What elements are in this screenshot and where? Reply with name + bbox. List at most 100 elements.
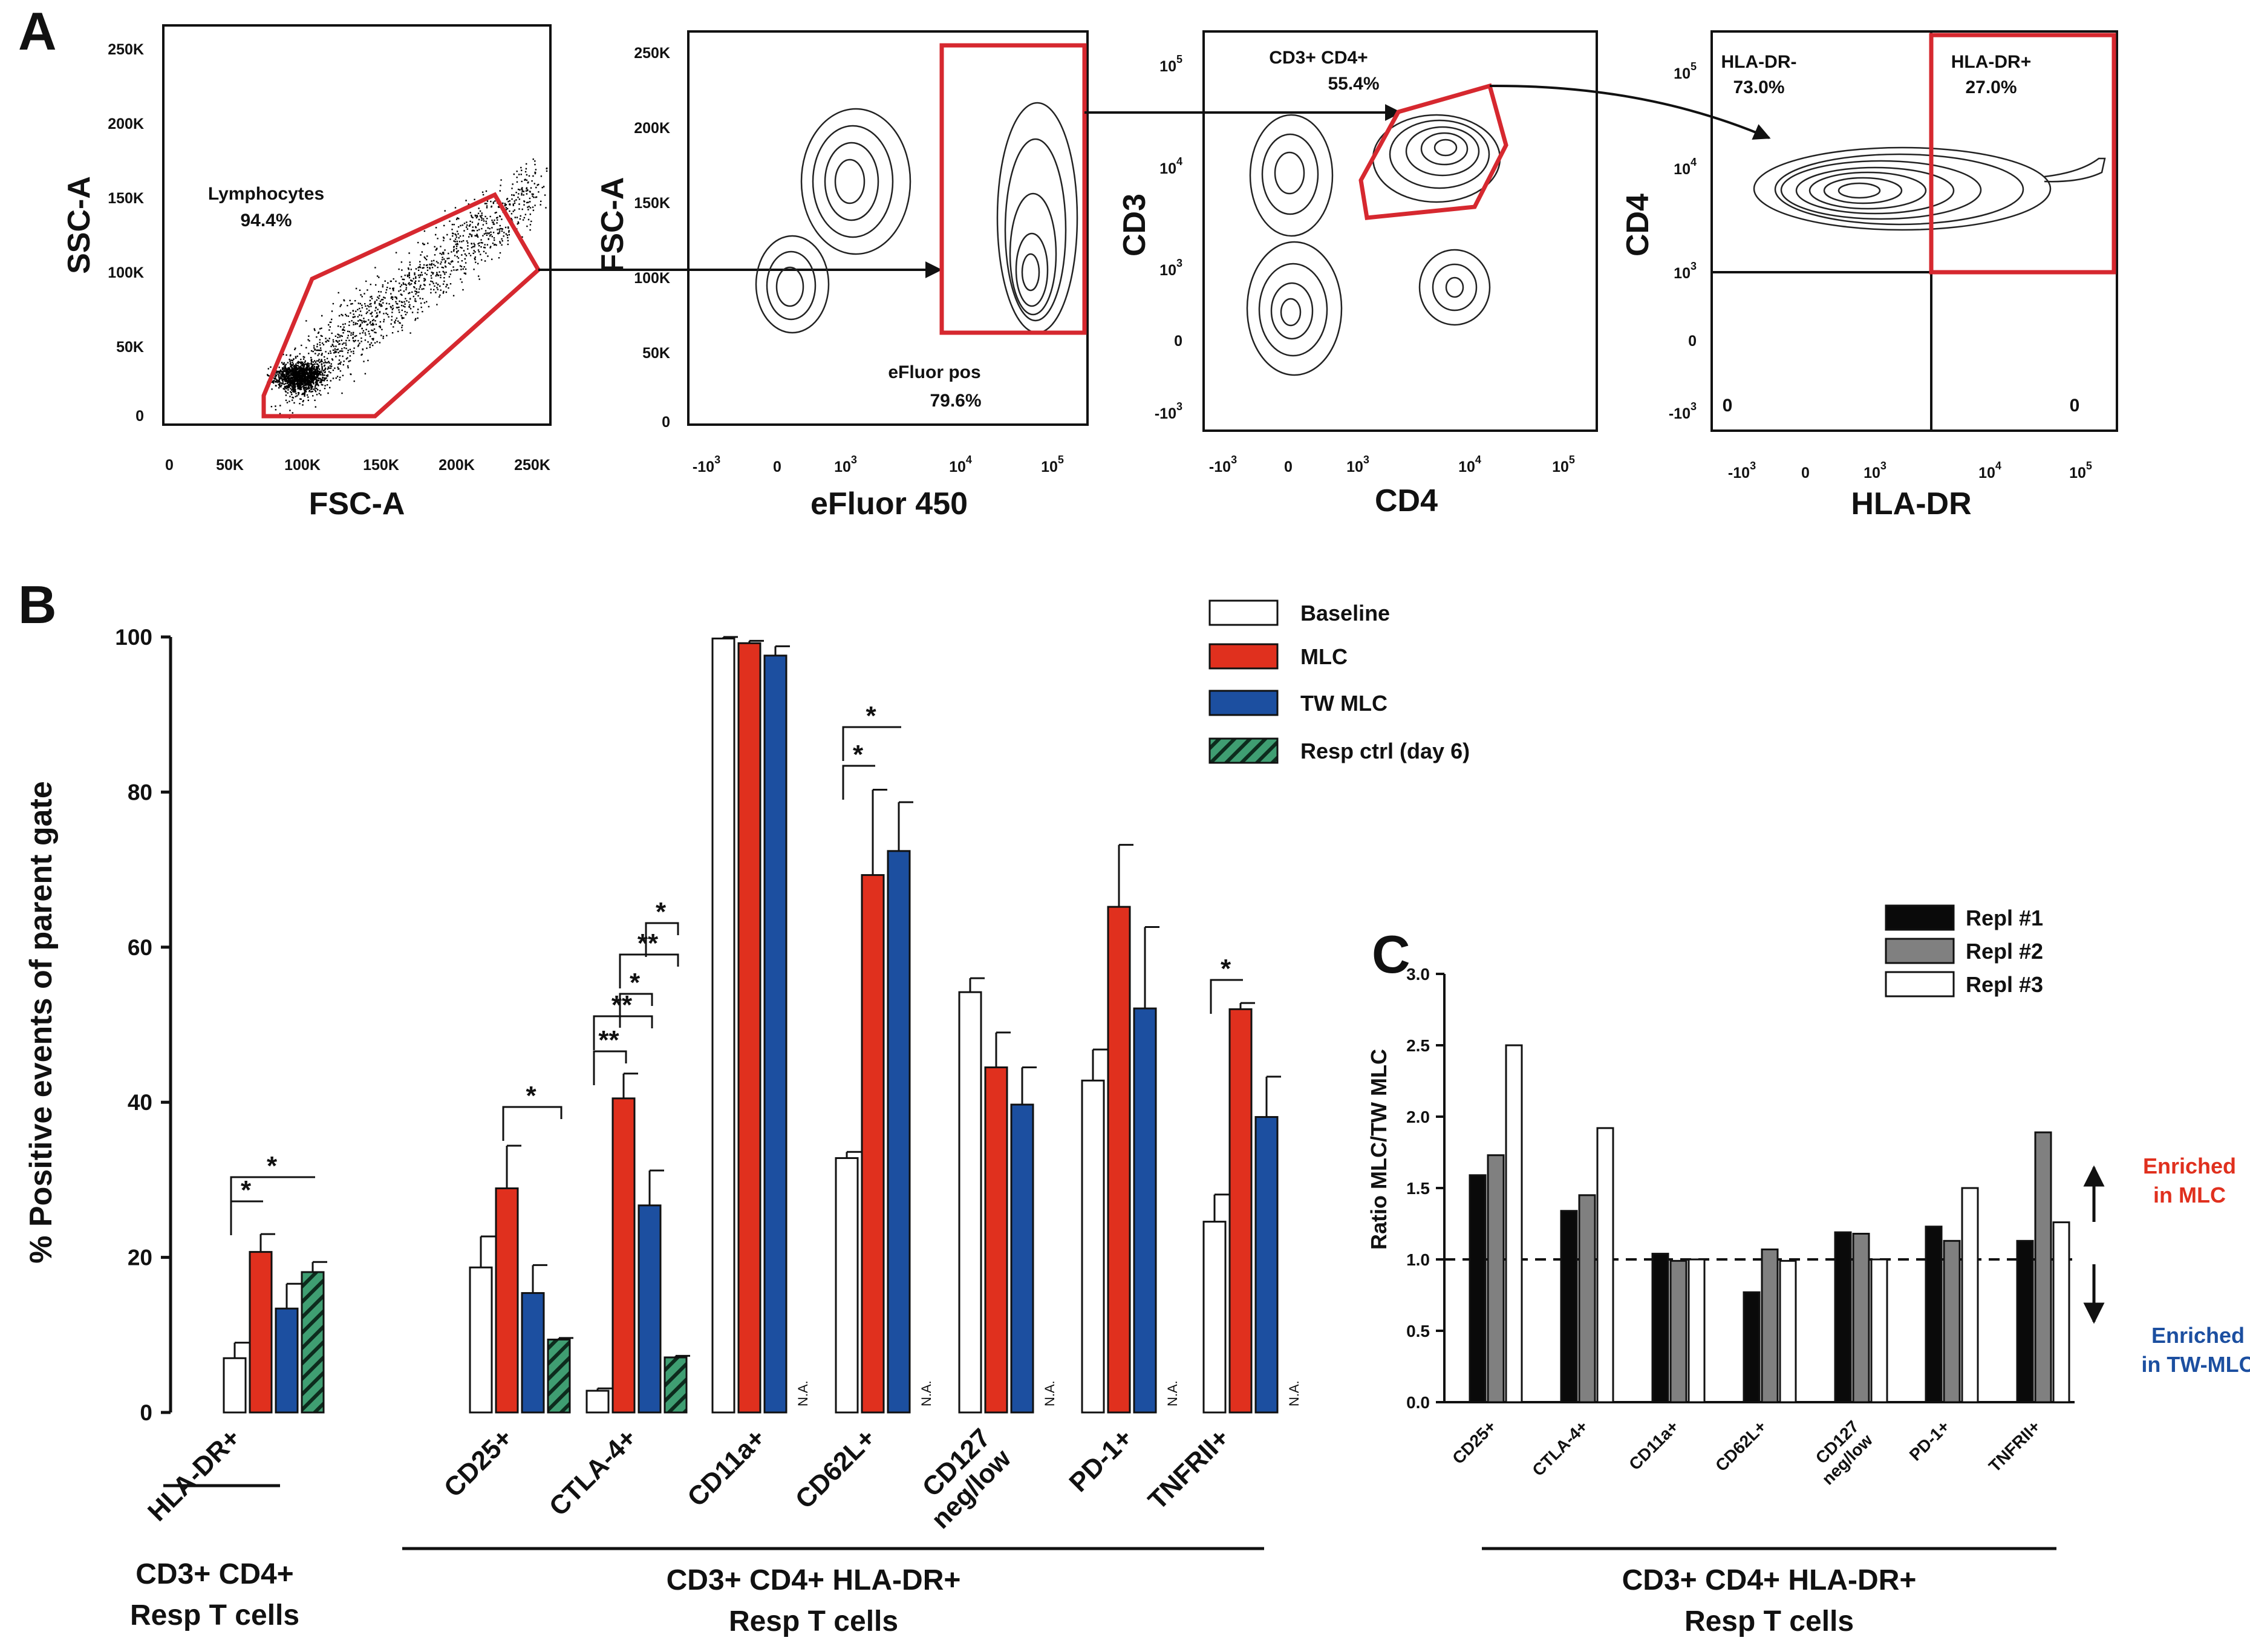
gate-percent: 79.6%: [930, 391, 981, 411]
bar-baseline: [958, 991, 982, 1414]
category-label: CD25+: [1449, 1417, 1499, 1468]
bar-repl-2: [1487, 1154, 1505, 1403]
y-tick-label: 1.0: [1406, 1250, 1430, 1269]
bar-baseline: [585, 1389, 610, 1414]
category-label: PD-1+: [1063, 1423, 1138, 1498]
x-tick: 150K: [363, 457, 399, 474]
panel-label-a: A: [18, 1, 57, 61]
bar-tw-mlc: [521, 1292, 545, 1414]
significance-bracket: [842, 765, 875, 800]
lymphocyte-gate: [261, 192, 541, 419]
b-axes: 0 20 40 60 80 100: [115, 625, 172, 1425]
bar-repl-1: [1925, 1226, 1943, 1403]
y-tick: -103: [1669, 400, 1697, 422]
na-label: N.A.: [1165, 1380, 1180, 1406]
x-tick: 50K: [216, 457, 244, 474]
y-tick-label: 40: [128, 1090, 152, 1115]
y-tick-label: 20: [128, 1246, 152, 1270]
y-axis-label: CD4: [1620, 194, 1655, 256]
x-tick: 103: [834, 454, 857, 475]
y-tick: 104: [1159, 155, 1182, 177]
group-label: CD3+ CD4+ HLA-DR+: [667, 1564, 961, 1596]
gate-name: Lymphocytes: [208, 184, 324, 204]
y-tick-label: 80: [128, 780, 152, 805]
y-tick: 50K: [116, 339, 144, 356]
x-tick: 105: [2069, 460, 2092, 482]
na-label: N.A.: [795, 1380, 810, 1406]
legend-swatch-resp-ctrl: [1208, 737, 1279, 764]
bar-repl-2: [1669, 1259, 1688, 1403]
bar-mlc: [249, 1251, 273, 1414]
bar-tw-mlc: [763, 655, 788, 1414]
y-tick-label: 3.0: [1406, 965, 1430, 984]
legend-label: Repl #2: [1966, 939, 2043, 964]
significance-star: **: [598, 1025, 619, 1055]
y-tick: 100K: [108, 264, 144, 281]
legend-label: Repl #1: [1966, 906, 2043, 930]
na-label: N.A.: [1286, 1380, 1302, 1406]
category-label: PD-1+: [1906, 1417, 1954, 1464]
panel-c: C Ratio MLC/TW MLC 0.0 0.5 1.0 1.5 2.0 2.5 3.0…: [1366, 904, 2250, 1637]
x-axis-label: FSC-A: [309, 486, 405, 521]
b-bars: N.A. N.A. N.A. N.A. N.A.: [223, 636, 1302, 1414]
y-tick: 105: [1159, 53, 1182, 75]
y-axis-label: Ratio MLC/TW MLC: [1366, 1049, 1391, 1250]
quadrant-percent: 73.0%: [1733, 77, 1784, 97]
bar-resp-ctrl-day-6-: [664, 1356, 688, 1414]
bar-baseline: [711, 638, 735, 1414]
y-tick-label: 0: [140, 1400, 152, 1425]
y-tick: 103: [1674, 260, 1697, 282]
bar-repl-2: [1761, 1248, 1779, 1403]
x-tick: 0: [773, 459, 781, 475]
bar-tw-mlc: [638, 1204, 662, 1414]
bar-tw-mlc: [275, 1307, 299, 1414]
significance-bracket: [619, 993, 653, 1028]
category-label: CTLA-4+: [1528, 1417, 1591, 1480]
plot-frame: [162, 24, 552, 426]
bar-repl-1: [1651, 1253, 1669, 1403]
x-tick: 250K: [514, 457, 550, 474]
category-label: TNFRII+: [1985, 1417, 2044, 1475]
bar-repl-1: [1743, 1291, 1761, 1403]
x-tick: 104: [1458, 454, 1481, 475]
c-category-labels: CD25+ CTLA-4+ CD11a+ CD62L+ CD127neg/low PD-1…: [1449, 1417, 2044, 1488]
significance-star: *: [1221, 954, 1231, 984]
panel-b: B % Positive events of parent gate 0 20 40…: [18, 575, 1470, 1637]
significance-star: *: [267, 1151, 278, 1181]
bar-repl-3: [1505, 1044, 1523, 1403]
significance-bracket: [645, 922, 679, 957]
legend-label: MLC: [1300, 644, 1348, 669]
y-tick-label: 2.0: [1406, 1108, 1430, 1126]
bar-repl-2: [1578, 1194, 1596, 1403]
significance-bracket: [502, 1106, 562, 1141]
y-axis-label: FSC-A: [595, 177, 630, 273]
panel-label-c: C: [1372, 924, 1410, 984]
y-tick: 104: [1674, 156, 1697, 178]
bar-mlc: [984, 1066, 1008, 1414]
x-tick: 0: [1801, 465, 1810, 482]
x-ticks: -103 0 103 104 105: [693, 454, 1064, 475]
bar-repl-2: [1943, 1239, 1961, 1403]
gate-arrow: [1489, 84, 1771, 140]
group-label: Resp T cells: [130, 1599, 299, 1631]
bar-mlc: [737, 642, 761, 1414]
category-label: TNFRII+: [1143, 1423, 1235, 1515]
contour-plot-cd3-cd4: CD3+ CD4+ 55.4% 105 104 103 0 -103 -103 …: [1117, 30, 1598, 518]
quadrant-name: HLA-DR-: [1721, 52, 1797, 72]
x-tick: 100K: [284, 457, 321, 474]
bar-repl-2: [2034, 1131, 2052, 1403]
significance-star: *: [526, 1081, 536, 1111]
bar-mlc: [1107, 906, 1131, 1414]
enriched-mlc-label: Enriched: [2143, 1154, 2236, 1178]
bar-repl-3: [1688, 1258, 1706, 1403]
x-axis-label: CD4: [1375, 483, 1438, 518]
scatter-plot-fsc-ssc: Lymphocytes 94.4% 250K 200K 150K 100K 50…: [62, 24, 552, 521]
gate-name: eFluor pos: [888, 362, 980, 382]
enriched-mlc-label: in MLC: [2153, 1183, 2226, 1207]
y-tick: 103: [1159, 257, 1182, 279]
b-group-brackets: CD3+ CD4+ Resp T cells CD3+ CD4+ HLA-DR+…: [130, 1484, 1264, 1637]
x-tick: 103: [1864, 460, 1886, 482]
significance-bracket: [619, 953, 679, 988]
bar-baseline: [223, 1357, 247, 1414]
bar-repl-3: [1870, 1258, 1888, 1403]
